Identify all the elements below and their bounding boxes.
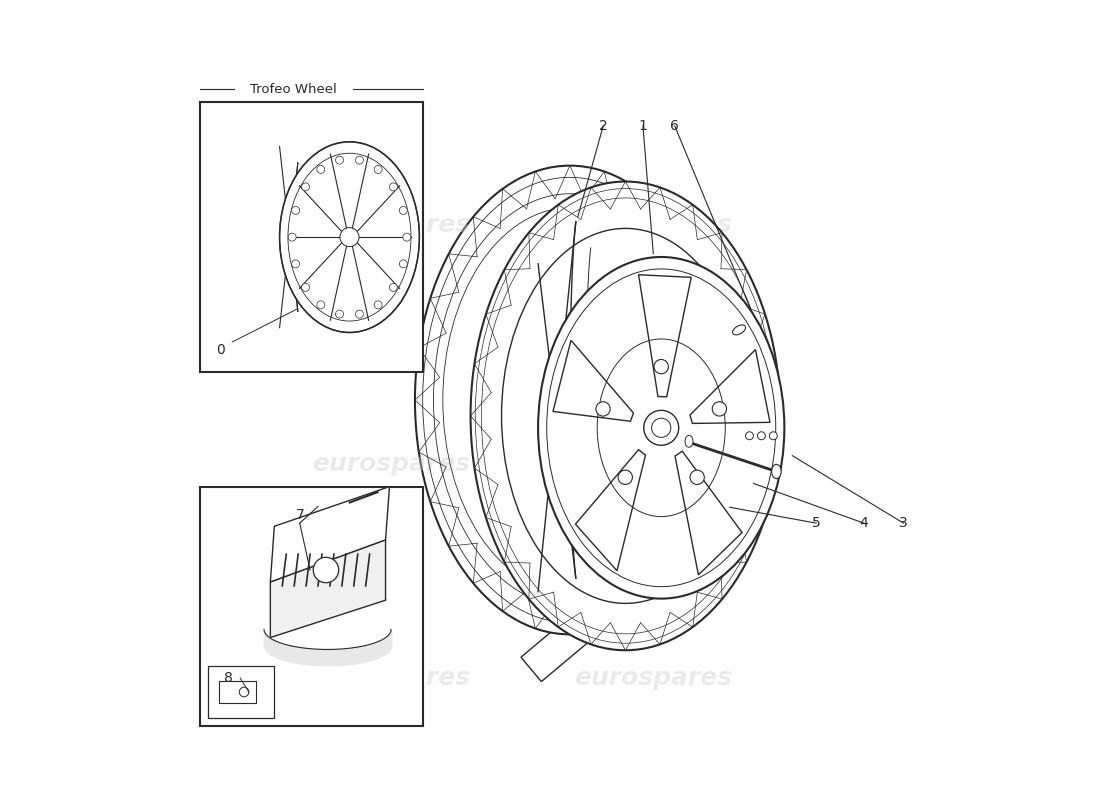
Circle shape (389, 283, 397, 291)
Circle shape (596, 402, 611, 416)
Ellipse shape (471, 182, 780, 650)
Text: eurospares: eurospares (312, 666, 470, 690)
Ellipse shape (279, 142, 419, 333)
Circle shape (769, 432, 778, 440)
Circle shape (240, 687, 249, 697)
Ellipse shape (415, 166, 725, 634)
Polygon shape (271, 486, 389, 582)
Text: 7: 7 (296, 508, 304, 522)
Circle shape (399, 260, 407, 268)
Circle shape (389, 183, 397, 191)
Circle shape (340, 228, 359, 246)
Circle shape (317, 166, 324, 174)
Circle shape (336, 310, 343, 318)
Text: eurospares: eurospares (574, 214, 733, 238)
Circle shape (374, 301, 382, 309)
Circle shape (758, 432, 766, 440)
Polygon shape (675, 451, 742, 575)
Circle shape (644, 410, 679, 446)
Circle shape (301, 183, 309, 191)
Circle shape (355, 156, 363, 164)
Circle shape (292, 260, 299, 268)
Ellipse shape (733, 325, 746, 335)
Polygon shape (521, 619, 587, 682)
Ellipse shape (538, 257, 784, 598)
Text: 4: 4 (859, 516, 868, 530)
Circle shape (654, 359, 669, 374)
Circle shape (651, 418, 671, 438)
Text: eurospares: eurospares (574, 666, 733, 690)
Text: eurospares: eurospares (312, 214, 470, 238)
Circle shape (690, 470, 704, 485)
FancyBboxPatch shape (219, 681, 256, 703)
Circle shape (355, 310, 363, 318)
Circle shape (403, 233, 410, 241)
Circle shape (288, 233, 296, 241)
Circle shape (618, 470, 632, 485)
Circle shape (317, 301, 324, 309)
Text: 8: 8 (223, 671, 233, 685)
Text: 0: 0 (216, 343, 224, 357)
Polygon shape (639, 274, 691, 397)
Circle shape (301, 283, 309, 291)
Polygon shape (553, 340, 634, 422)
Polygon shape (271, 540, 386, 638)
Circle shape (374, 166, 382, 174)
Text: 1: 1 (638, 119, 648, 133)
Circle shape (314, 558, 339, 582)
Circle shape (746, 432, 754, 440)
Ellipse shape (685, 435, 693, 447)
Text: eurospares: eurospares (312, 451, 470, 475)
Text: 6: 6 (670, 119, 679, 133)
Text: 3: 3 (899, 516, 907, 530)
Polygon shape (690, 350, 770, 423)
Circle shape (713, 402, 727, 416)
Ellipse shape (502, 229, 749, 603)
Circle shape (336, 156, 343, 164)
Text: 2: 2 (598, 119, 607, 133)
FancyBboxPatch shape (200, 102, 422, 372)
Text: eurospares: eurospares (574, 451, 733, 475)
Text: Trofeo Wheel: Trofeo Wheel (251, 82, 338, 96)
Circle shape (292, 206, 299, 214)
FancyBboxPatch shape (208, 666, 274, 718)
FancyBboxPatch shape (200, 487, 422, 726)
Polygon shape (575, 450, 646, 570)
Text: 5: 5 (812, 516, 821, 530)
Circle shape (399, 206, 407, 214)
Ellipse shape (772, 464, 781, 478)
